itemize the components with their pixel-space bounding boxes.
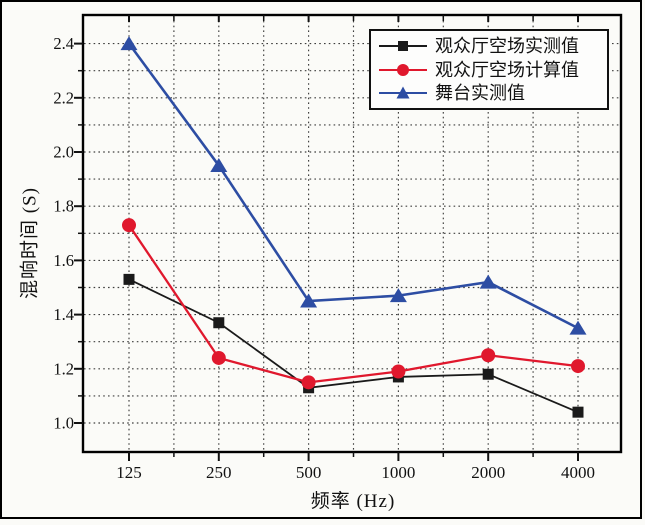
x-tick-labels: 125 250 500 1000 2000 4000 [116, 463, 595, 482]
series-triangle-line [127, 42, 579, 330]
square-marker [123, 273, 135, 285]
series-circle [122, 218, 585, 390]
y-axis-title: 混响时间 (S) [19, 187, 41, 299]
svg-text:4000: 4000 [561, 463, 595, 482]
square-marker [213, 317, 225, 329]
series-square-line [128, 278, 579, 413]
triangle-marker [479, 274, 497, 289]
x-axis-title: 频率 (Hz) [310, 491, 396, 512]
legend: 观众厅空场实测值 观众厅空场计算值 舞台实测值 [369, 29, 609, 110]
svg-text:125: 125 [116, 463, 142, 482]
triangle-marker [569, 320, 587, 335]
circle-marker [211, 350, 226, 365]
square-marker-icon [379, 40, 427, 51]
svg-text:1.2: 1.2 [53, 359, 74, 378]
triangle-marker [389, 288, 407, 303]
svg-text:1.6: 1.6 [53, 251, 74, 270]
triangle-marker-icon [379, 86, 427, 99]
y-tick-labels: 1.0 1.2 1.4 1.6 1.8 2.0 2.2 2.4 [53, 34, 74, 432]
svg-text:1.4: 1.4 [53, 305, 74, 324]
legend-item-stage-measured: 舞台实测值 [378, 82, 605, 104]
circle-marker [481, 348, 496, 363]
legend-label-hall-calculated: 观众厅空场计算值 [435, 59, 579, 80]
svg-text:500: 500 [296, 463, 322, 482]
square-marker [572, 406, 584, 418]
svg-text:250: 250 [206, 463, 232, 482]
svg-text:2000: 2000 [471, 463, 505, 482]
legend-item-hall-measured: 观众厅空场实测值 [378, 35, 605, 57]
svg-text:1.8: 1.8 [53, 197, 74, 216]
circle-marker [391, 364, 406, 379]
axis-ticks [74, 15, 579, 461]
series-circle-line [128, 224, 579, 384]
triangle-marker [210, 158, 228, 173]
legend-label-stage-measured: 舞台实测值 [435, 83, 525, 104]
svg-text:1.0: 1.0 [53, 414, 74, 433]
circle-marker [122, 218, 136, 233]
svg-text:2.0: 2.0 [53, 143, 74, 162]
triangle-marker [120, 36, 138, 51]
square-marker [482, 368, 494, 380]
circle-marker [301, 375, 316, 390]
circle-marker [571, 359, 585, 374]
legend-item-hall-calculated: 观众厅空场计算值 [378, 59, 605, 81]
svg-text:1000: 1000 [381, 463, 415, 482]
svg-text:2.2: 2.2 [53, 88, 74, 107]
triangle-marker [300, 293, 318, 308]
legend-label-hall-measured: 观众厅空场实测值 [435, 35, 579, 56]
circle-marker-icon [379, 63, 427, 76]
series-triangle [120, 36, 587, 335]
svg-text:2.4: 2.4 [53, 34, 74, 53]
